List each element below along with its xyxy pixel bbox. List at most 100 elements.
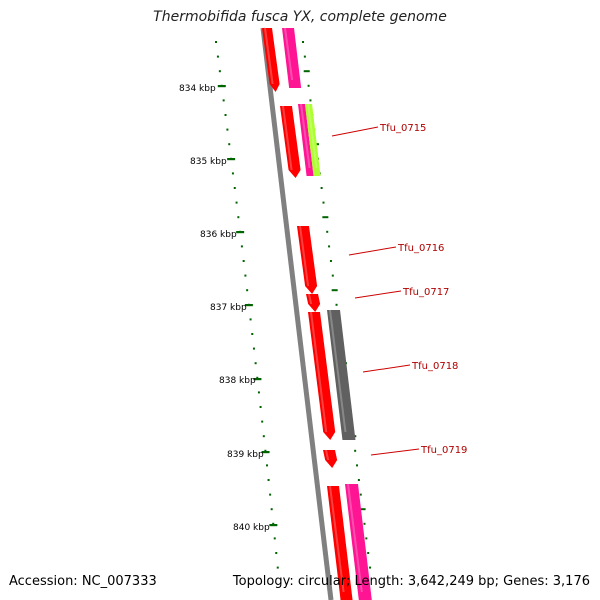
feature-dot <box>326 230 329 233</box>
scale-dot <box>270 508 273 511</box>
scale-dot <box>261 420 264 423</box>
scale-dot <box>244 274 247 277</box>
cds-block-tfu-0716 <box>297 226 318 294</box>
cds-block-top-1 <box>262 28 280 92</box>
scale-dot <box>231 172 234 175</box>
cds-block-tfu-0717-shine <box>308 294 313 304</box>
cds-block-bottom-1 <box>327 486 353 600</box>
feature-dot <box>359 493 362 496</box>
scale-major-tick <box>244 304 253 307</box>
scale-dot <box>242 260 245 262</box>
scale-dot <box>237 216 240 219</box>
feature-dot <box>354 449 357 452</box>
gene-label-line <box>362 364 411 373</box>
gene-label-line <box>348 246 397 256</box>
cds-block-tfu-0719 <box>323 450 338 468</box>
gene-label-line <box>370 448 420 456</box>
scale-major-tick <box>236 231 245 234</box>
feature-dot <box>365 537 368 540</box>
feature-dot <box>302 41 304 43</box>
scale-dot <box>249 318 252 321</box>
feature-dot <box>331 274 334 277</box>
feature-dot <box>369 566 372 569</box>
gene-label-tfu-0716[interactable]: Tfu_0716 <box>397 243 444 254</box>
gene-block-tfu-0718-b <box>327 310 356 440</box>
feature-dot <box>356 464 359 467</box>
feature-dot <box>322 216 329 219</box>
cds-block-tfu-0717 <box>306 294 321 312</box>
scale-label-840: 840 kbp <box>233 523 270 533</box>
genome-backbone <box>260 27 334 600</box>
scale-dot <box>216 55 219 58</box>
cds-block-tfu-0716-shine <box>299 226 310 286</box>
scale-dot <box>275 552 278 554</box>
gene-block-tfu-0715-c <box>305 104 321 176</box>
scale-label-836: 836 kbp <box>200 230 237 240</box>
gene-block-top-2-shine <box>284 28 294 80</box>
feature-dot <box>363 522 366 525</box>
scale-dot <box>251 333 254 335</box>
gene-label-line <box>331 126 379 137</box>
feature-dot <box>367 552 370 554</box>
scale-tick-track <box>217 85 278 527</box>
feature-dot <box>303 55 306 58</box>
scale-dot <box>272 522 275 525</box>
gene-label-tfu-0719[interactable]: Tfu_0719 <box>420 445 467 456</box>
genome-stats-text: Topology: circular; Length: 3,642,249 bp… <box>232 574 590 589</box>
scale-dot <box>233 187 236 189</box>
scale-dot <box>224 114 227 116</box>
genome-title: Thermobifida fusca YX, complete genome <box>153 9 447 25</box>
gene-block-tfu-0715-b <box>298 104 314 176</box>
feature-dot <box>320 187 323 189</box>
scale-dot <box>226 128 229 131</box>
gene-label-tfu-0715[interactable]: Tfu_0715 <box>379 123 426 134</box>
feature-dot <box>307 84 310 87</box>
scale-dot <box>256 376 259 379</box>
scale-label-839: 839 kbp <box>227 450 264 460</box>
feature-track <box>262 28 372 600</box>
gene-block-tfu-0718-b-shine <box>329 310 347 432</box>
gene-label-line <box>354 290 402 299</box>
feature-dot <box>359 508 366 511</box>
scale-dot <box>276 566 279 569</box>
gene-label-tfu-0718[interactable]: Tfu_0718 <box>411 361 458 372</box>
scale-dot <box>262 435 265 438</box>
cds-block-tfu-0718-a <box>308 312 336 440</box>
scale-dot <box>240 245 243 248</box>
scale-major-tick <box>261 451 270 454</box>
accession-text: Accession: NC_007333 <box>9 574 157 589</box>
scale-dot <box>265 464 268 467</box>
feature-dot <box>328 245 331 248</box>
scale-dot <box>267 479 270 481</box>
scale-major-tick <box>253 378 262 381</box>
scale-dot <box>269 493 272 496</box>
scale-dot <box>259 406 262 408</box>
scale-dot <box>218 70 221 73</box>
scale-dot <box>254 362 257 365</box>
scale-dot <box>273 537 276 540</box>
gene-label-tfu-0717[interactable]: Tfu_0717 <box>402 287 449 298</box>
cds-block-tfu-0715-a-shine <box>282 106 293 170</box>
feature-dot <box>309 99 312 102</box>
scale-dot <box>235 201 238 204</box>
feature-dot <box>331 289 338 292</box>
feature-dot <box>357 479 360 481</box>
feature-dot <box>303 70 310 73</box>
scale-dot <box>222 99 225 102</box>
cds-block-top-1-shine <box>264 28 274 84</box>
gene-block-bottom-2-shine <box>347 484 363 592</box>
cds-block-tfu-0719-shine <box>325 450 330 460</box>
scale-dot <box>252 347 255 350</box>
scale-dot <box>264 449 267 452</box>
scale-label-835: 835 kbp <box>190 157 227 167</box>
feature-dot <box>329 260 332 262</box>
scale-dot <box>228 143 231 146</box>
gene-block-tfu-0715-b-shine <box>300 104 311 168</box>
gene-label-lines <box>331 126 420 456</box>
scale-major-tick <box>269 524 278 527</box>
scale-major-tick <box>227 158 236 161</box>
scale-dot <box>215 41 217 43</box>
cds-block-bottom-1-shine <box>329 486 345 592</box>
feature-dot <box>322 201 325 204</box>
